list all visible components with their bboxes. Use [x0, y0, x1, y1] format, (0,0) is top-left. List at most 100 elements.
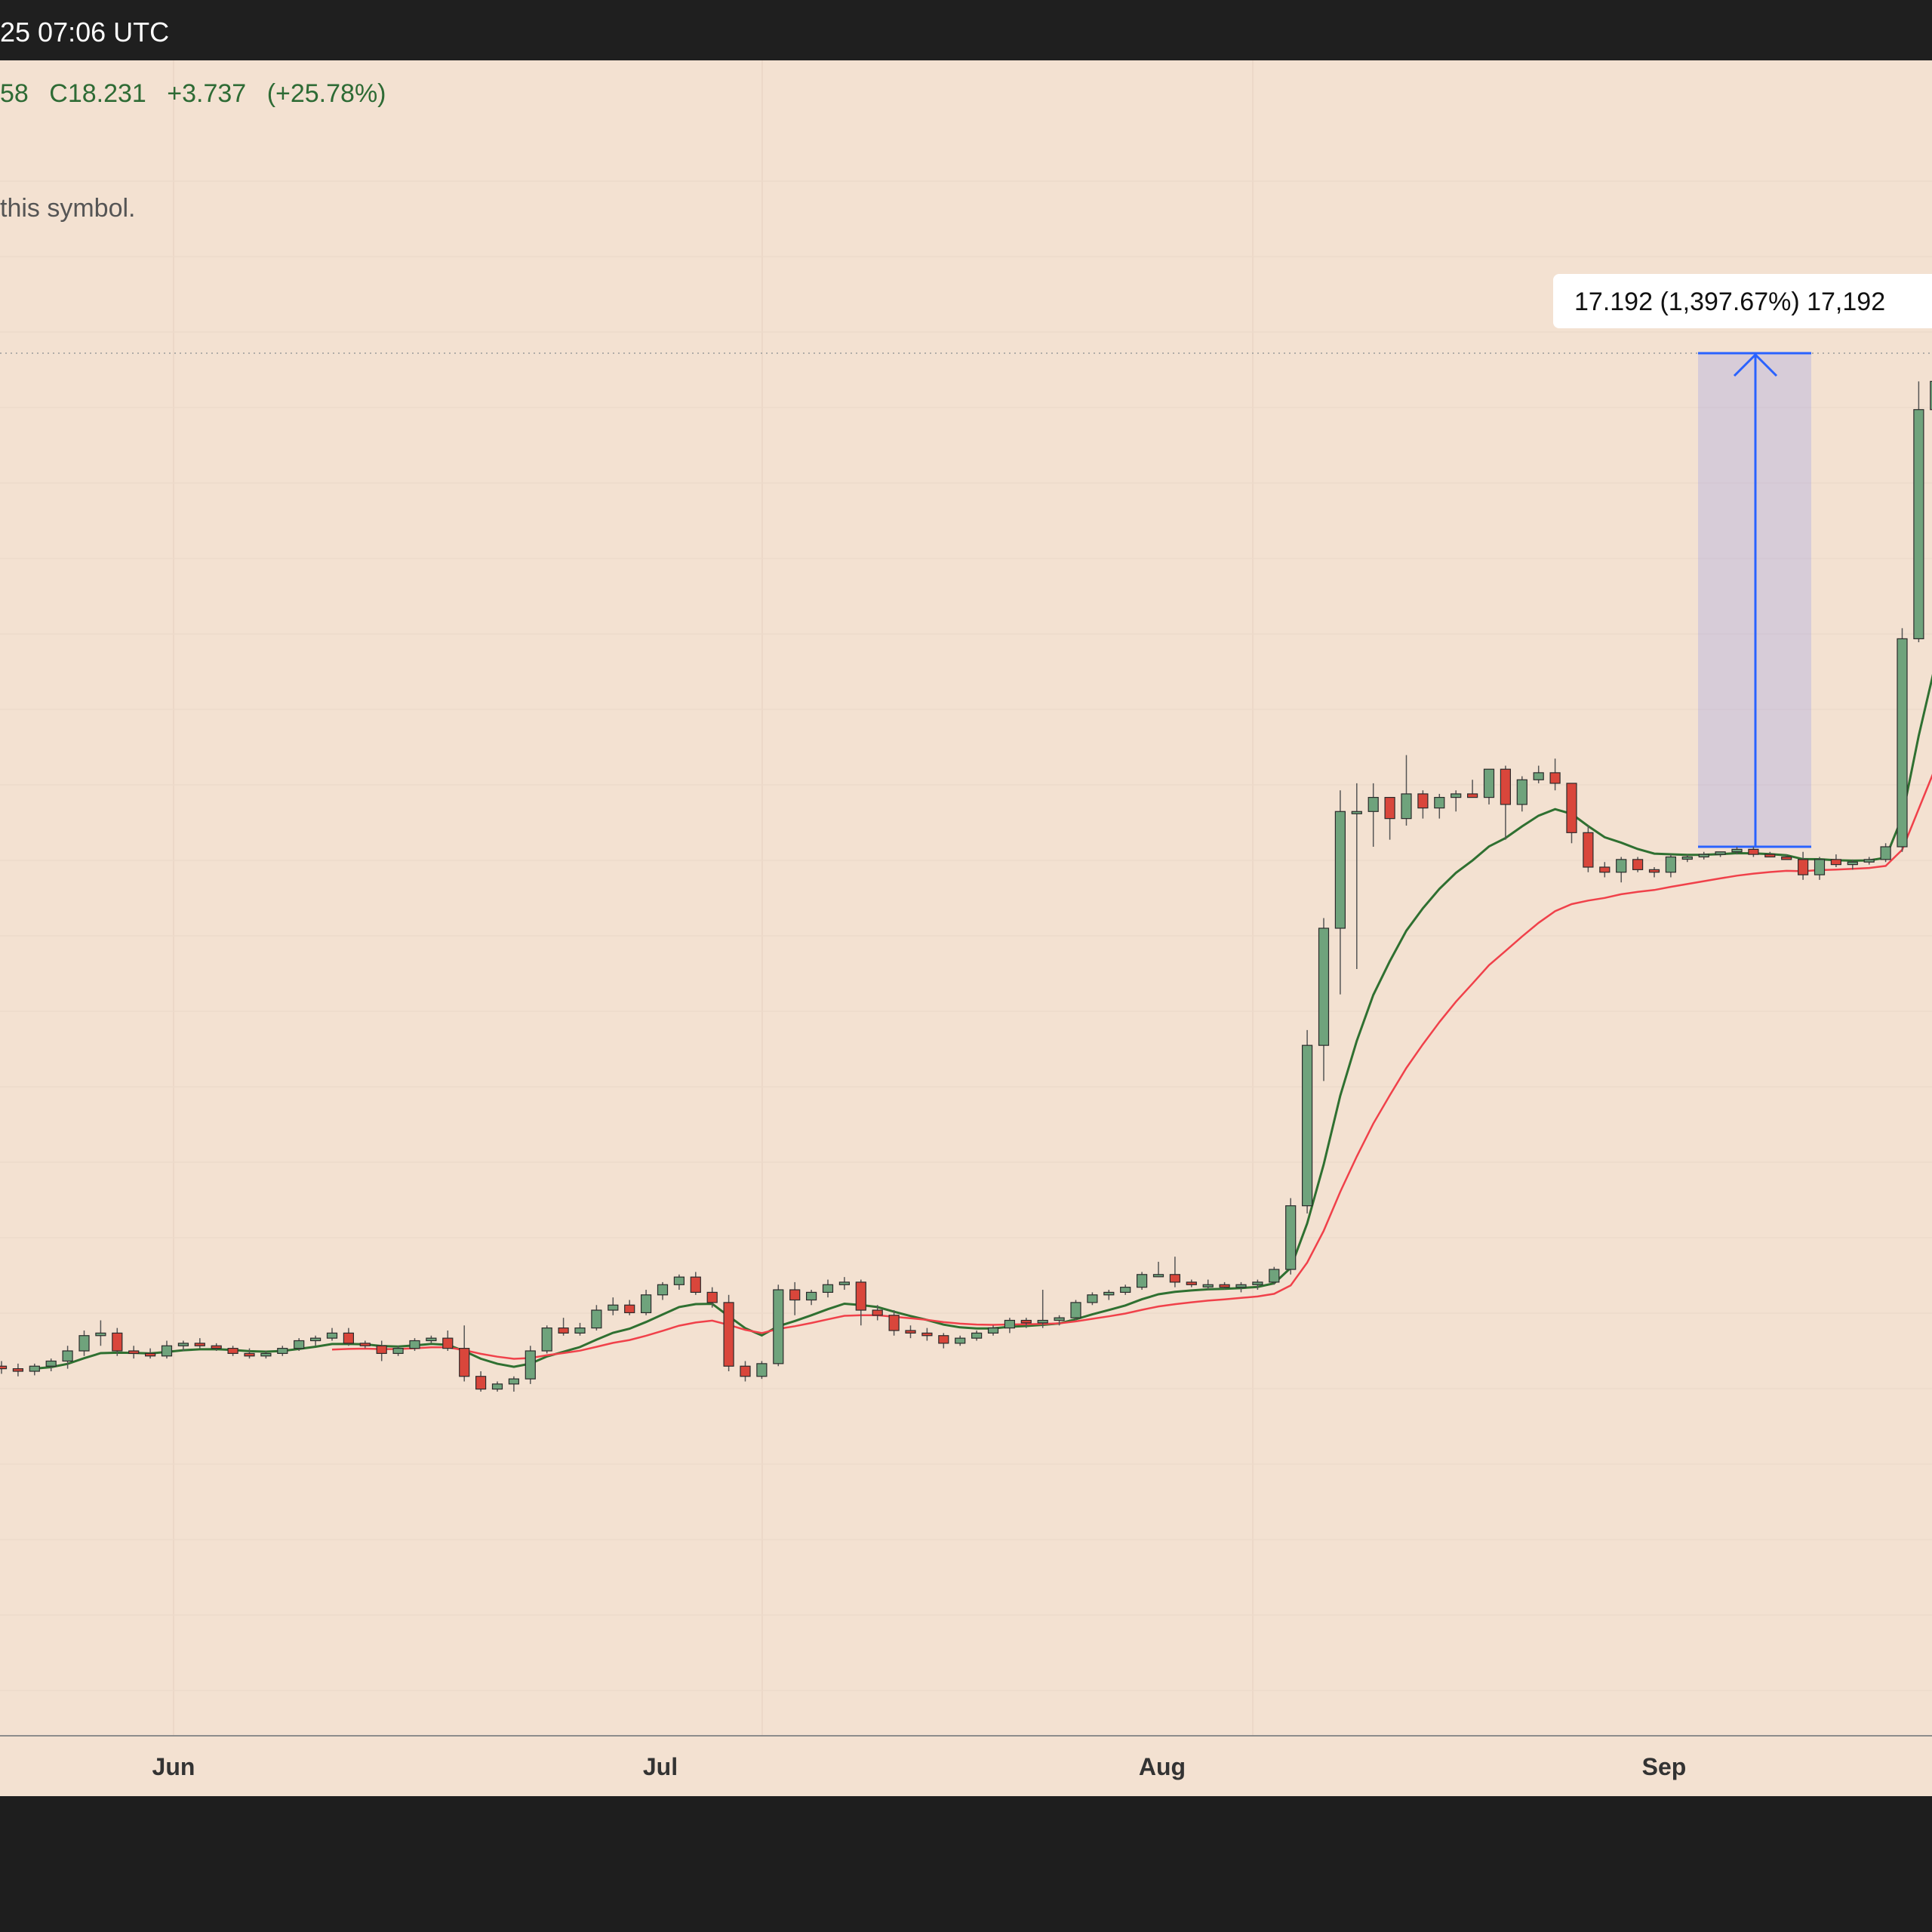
candle-up-body	[1285, 1205, 1297, 1270]
candle	[112, 1327, 123, 1356]
candle-up-body	[1847, 861, 1858, 866]
candle	[1318, 918, 1330, 1081]
candle	[343, 1327, 354, 1346]
candle	[624, 1300, 635, 1315]
candle-up-body	[392, 1348, 404, 1354]
candle	[1466, 780, 1478, 798]
candle-up-body	[1533, 772, 1544, 780]
candle	[326, 1327, 338, 1341]
candle-down-body	[706, 1291, 718, 1303]
candle	[359, 1340, 371, 1349]
candle-up-body	[838, 1281, 851, 1285]
candle-up-body	[1252, 1281, 1263, 1285]
candle	[1781, 854, 1792, 860]
candle	[475, 1371, 487, 1392]
candle-down-body	[145, 1352, 156, 1357]
candle	[45, 1358, 57, 1371]
datetime-label: 25 07:06 UTC	[0, 17, 170, 48]
candle-down-body	[0, 1365, 8, 1370]
candle-up-body	[955, 1337, 966, 1344]
candle	[938, 1333, 949, 1349]
candle-down-body	[1500, 768, 1512, 805]
candle-up-body	[1318, 928, 1330, 1046]
candle-down-body	[624, 1304, 635, 1313]
candle	[0, 1361, 8, 1374]
chart-area[interactable]	[0, 60, 1932, 1796]
candle	[1616, 857, 1627, 883]
candle-down-body	[740, 1365, 751, 1377]
candle-up-body	[608, 1304, 619, 1311]
candle	[1451, 790, 1462, 812]
candle	[1863, 857, 1875, 865]
candle-up-body	[78, 1335, 90, 1352]
candle-down-body	[1020, 1319, 1032, 1324]
candle-up-body	[1913, 409, 1924, 639]
candle-down-body	[1764, 854, 1776, 858]
candle	[1301, 1029, 1313, 1214]
candlestick-chart[interactable]: Jun Jul Aug Sep 17.192 (1,397.67%) 17,192	[0, 0, 1932, 1796]
candle-down-body	[343, 1332, 354, 1344]
candle	[1269, 1266, 1280, 1285]
candle	[277, 1346, 288, 1356]
ohlc-legend: 58 C18.231 +3.737 (+25.78%)	[0, 79, 400, 109]
candle	[1070, 1300, 1081, 1321]
candle	[1252, 1279, 1263, 1291]
candle-up-body	[1120, 1287, 1131, 1294]
candle-down-body	[128, 1350, 140, 1354]
candle	[1235, 1281, 1247, 1293]
candle	[838, 1277, 851, 1291]
candle-up-body	[1516, 779, 1527, 805]
candle	[1715, 851, 1726, 857]
candle	[1549, 758, 1561, 791]
candle	[12, 1363, 23, 1377]
measure-label-box	[1553, 274, 1932, 328]
candle-up-body	[574, 1327, 586, 1334]
candle	[1367, 783, 1379, 847]
candle-up-body	[1897, 638, 1908, 848]
candle-down-body	[1748, 848, 1759, 855]
candle-up-body	[1483, 768, 1495, 798]
candle	[1136, 1272, 1148, 1291]
candle-up-body	[1930, 380, 1932, 411]
candle	[244, 1348, 255, 1359]
candle-down-body	[244, 1352, 255, 1357]
candle	[392, 1346, 404, 1356]
candle	[690, 1272, 701, 1295]
candle-up-body	[1451, 793, 1462, 798]
candle-up-body	[62, 1350, 73, 1362]
candle-up-body	[987, 1327, 999, 1334]
candle-up-body	[673, 1276, 685, 1285]
candle-up-body	[1087, 1294, 1098, 1303]
candle-down-body	[723, 1302, 734, 1367]
candle-up-body	[95, 1332, 106, 1337]
candle	[1516, 776, 1527, 812]
candle-up-body	[508, 1378, 520, 1385]
x-tick-label: Jun	[152, 1753, 195, 1780]
candle	[1483, 768, 1495, 804]
candle-up-body	[657, 1284, 669, 1296]
candle	[1566, 783, 1577, 844]
candle	[640, 1290, 652, 1315]
candle-down-body	[12, 1368, 23, 1372]
candle-down-body	[1566, 783, 1577, 833]
candle-down-body	[227, 1348, 238, 1354]
measure-tool	[1698, 352, 1811, 848]
candle	[1004, 1318, 1016, 1334]
candle-up-body	[1814, 859, 1826, 875]
x-tick-label: Sep	[1642, 1753, 1687, 1780]
candle-down-body	[376, 1345, 387, 1354]
candle	[921, 1327, 933, 1341]
candle	[574, 1322, 586, 1336]
candle-up-body	[1367, 796, 1379, 812]
candle-up-body	[1681, 856, 1693, 860]
candle-up-body	[161, 1345, 173, 1357]
candle-down-body	[1599, 866, 1611, 873]
candle-down-body	[1466, 793, 1478, 798]
candle	[1219, 1281, 1230, 1291]
candle-up-body	[1103, 1291, 1115, 1296]
candle-up-body	[525, 1350, 536, 1380]
ma-slow-line	[331, 774, 1932, 1360]
candle	[805, 1290, 817, 1306]
candle-up-body	[1070, 1302, 1081, 1318]
candle-down-body	[1169, 1274, 1181, 1283]
